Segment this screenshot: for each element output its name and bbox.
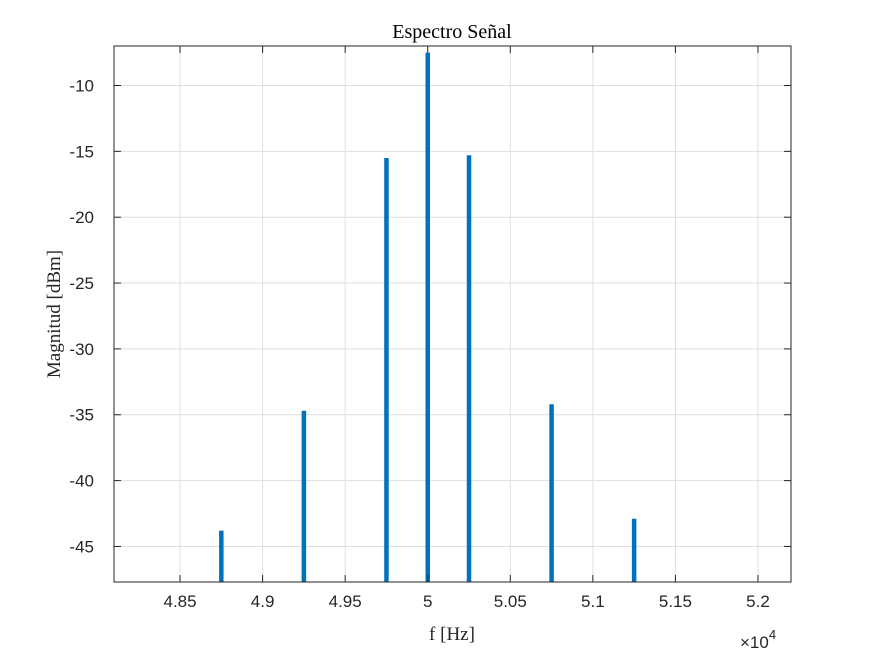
spectrum-lines: [219, 52, 637, 582]
y-tick-labels: -45 -40 -35 -30 -25 -20 -15 -10: [69, 77, 94, 557]
y-tick-label: -15: [69, 142, 94, 161]
x-tick-label: 5.2: [746, 592, 770, 611]
y-tick-label: -30: [69, 340, 94, 359]
y-axis-title: Magnitud [dBm]: [44, 250, 65, 378]
x-axis-multiplier-exponent: 4: [769, 627, 776, 642]
grid-lines: [114, 46, 791, 582]
x-tick-label: 4.9: [251, 592, 275, 611]
x-tick-label: 5.05: [494, 592, 527, 611]
x-axis-multiplier: ×104: [740, 627, 776, 652]
x-axis-multiplier-base: ×10: [740, 633, 769, 652]
y-tick-label: -25: [69, 274, 94, 293]
y-tick-label: -35: [69, 406, 94, 425]
plot-background: [114, 46, 791, 582]
y-tick-label: -40: [69, 472, 94, 491]
x-tick-label: 5: [423, 592, 432, 611]
axis-ticks: [114, 46, 791, 582]
x-axis-title: f [Hz]: [429, 624, 475, 645]
plot-frame: [113, 45, 792, 583]
x-tick-labels: 4.85 4.9 4.95 5 5.05 5.1 5.15 5.2: [164, 592, 770, 611]
y-tick-label: -10: [69, 77, 94, 96]
x-tick-label: 4.85: [164, 592, 197, 611]
y-tick-label: -45: [69, 537, 94, 556]
x-tick-label: 5.1: [581, 592, 605, 611]
x-tick-label: 4.95: [329, 592, 362, 611]
x-tick-label: 5.15: [659, 592, 692, 611]
y-tick-label: -20: [69, 208, 94, 227]
chart-title: Espectro Señal: [392, 21, 512, 43]
